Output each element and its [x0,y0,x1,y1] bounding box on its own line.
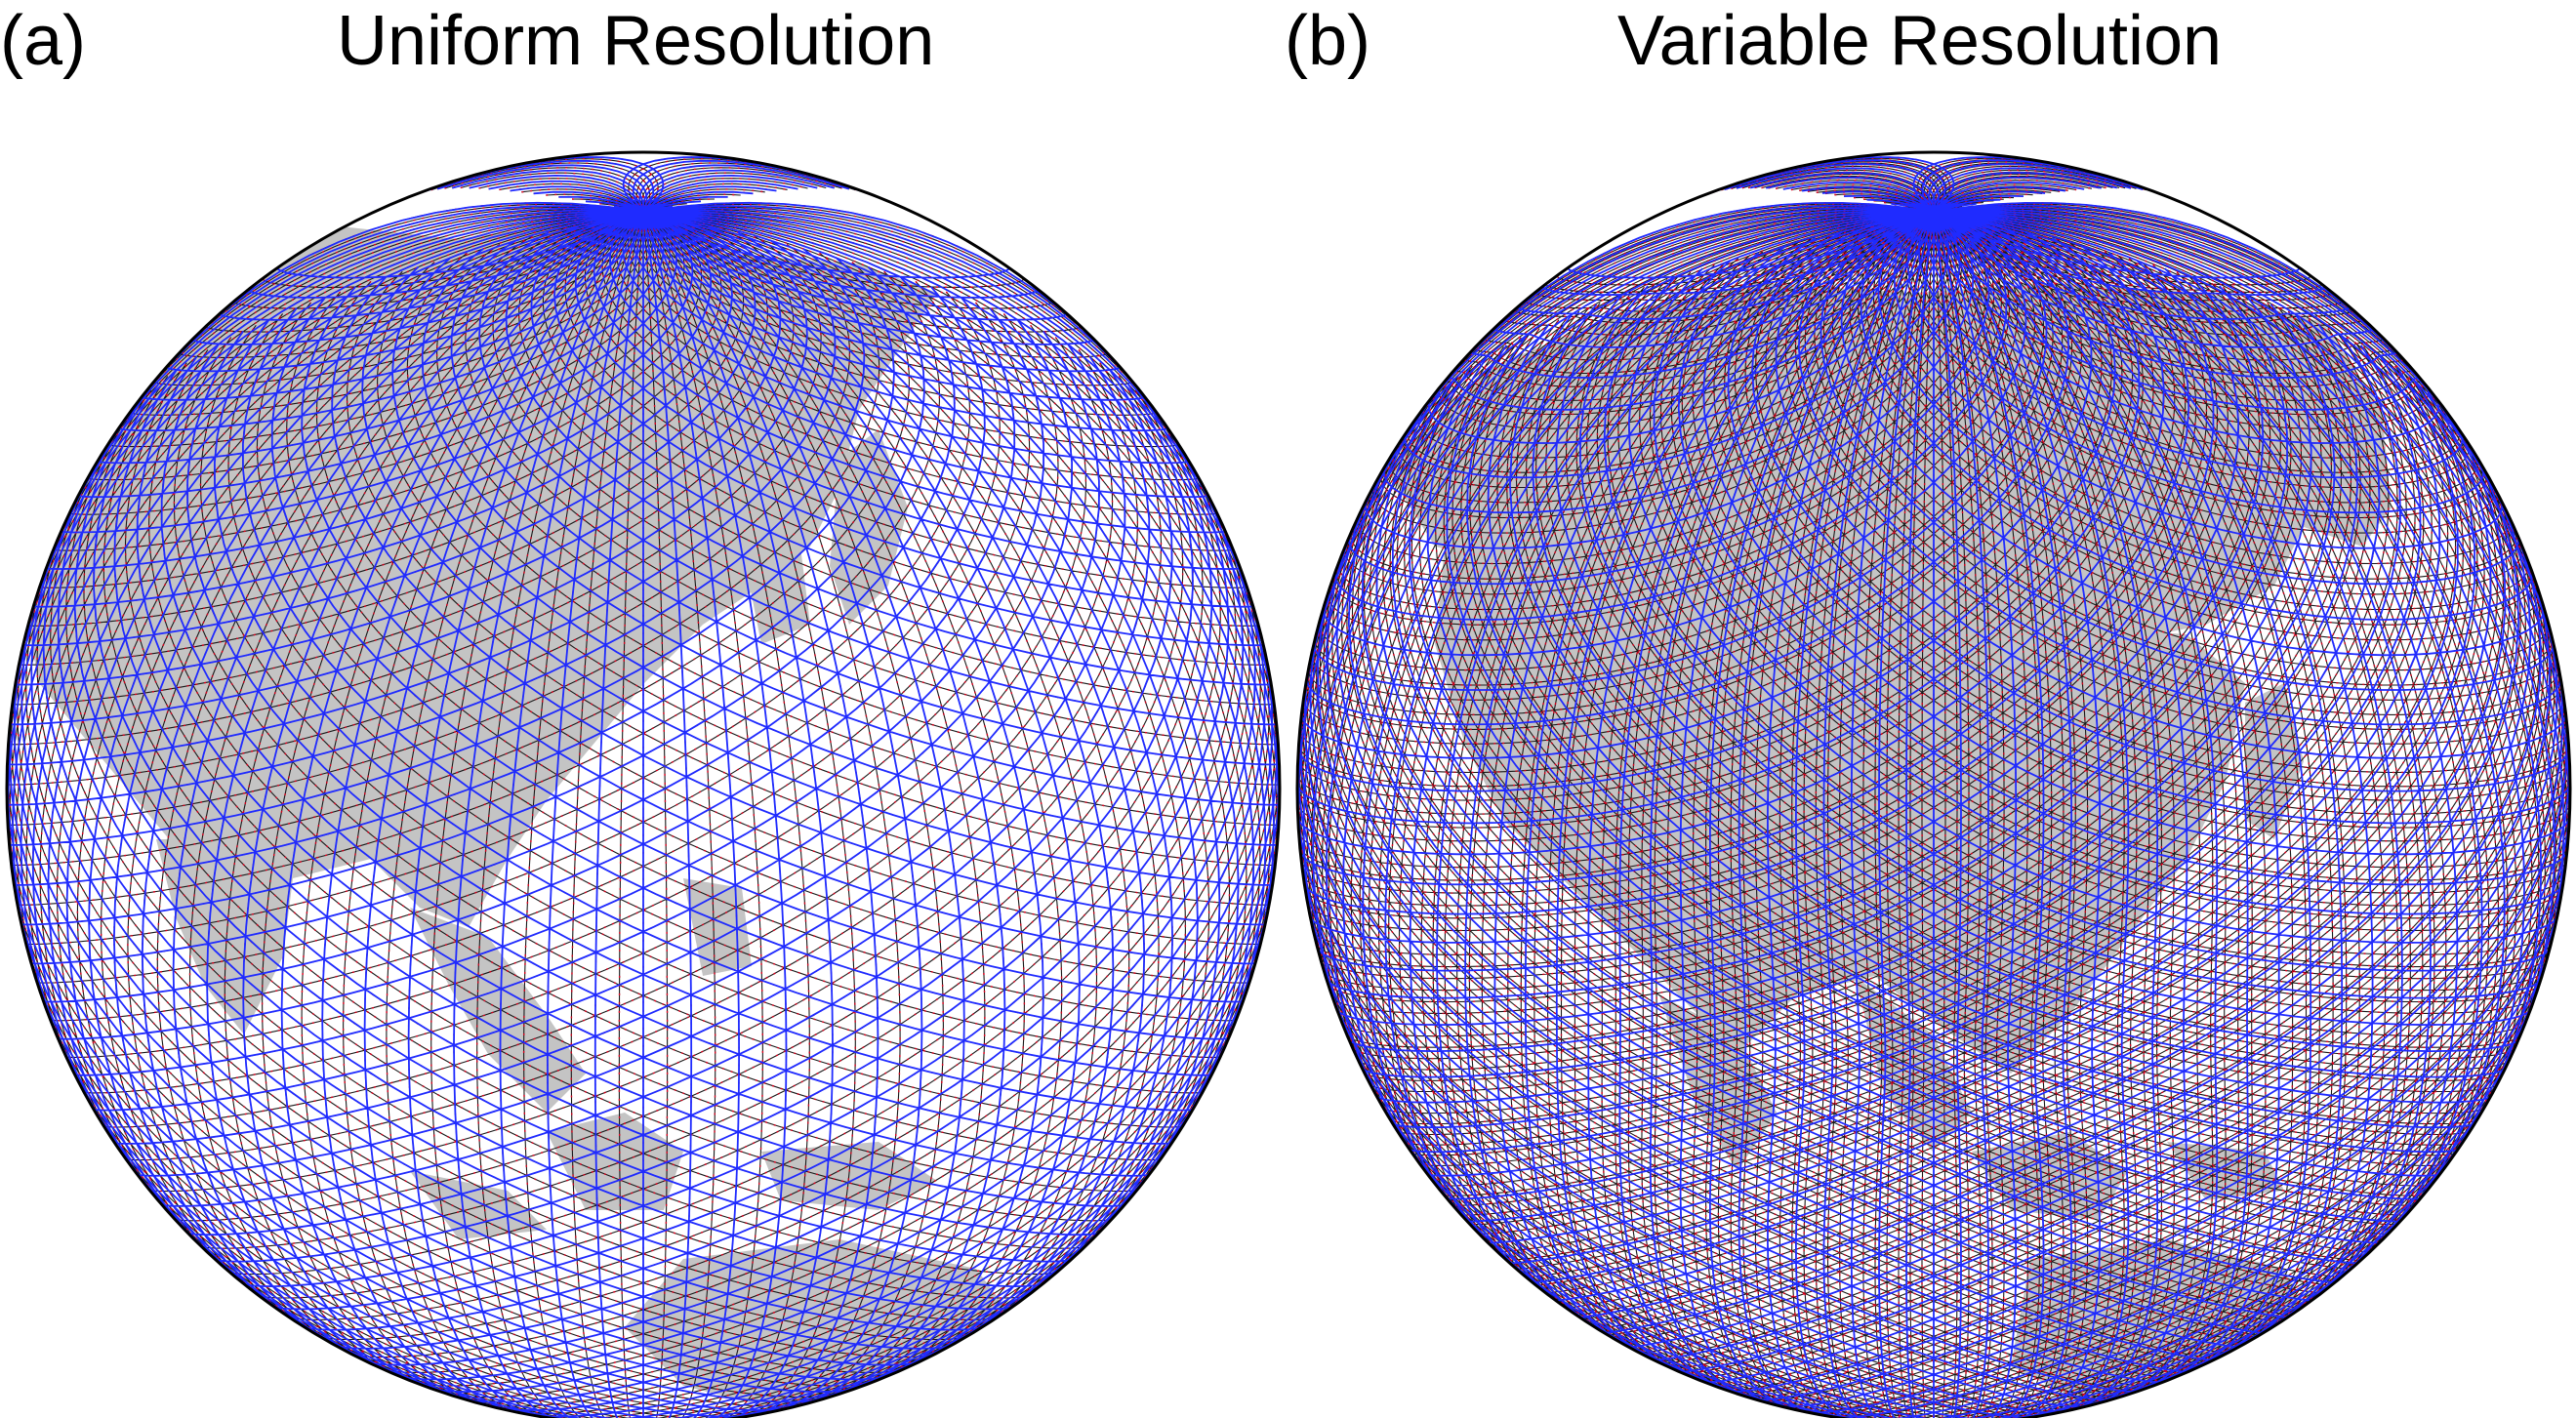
panel-a-label: (a) [0,2,86,80]
globe-a-outline [5,150,1282,1418]
globe-b-mesh [1297,156,2570,1418]
panel-b-label: (b) [1285,2,1370,80]
globe-a-mesh [7,156,1280,1418]
uniform-resolution-globe [5,150,1282,1418]
globe-b-outline [1295,150,2572,1418]
mesh-lines [1297,156,2570,1418]
panel-b-title: Variable Resolution [1617,2,2223,80]
panel-a-title: Uniform Resolution [337,2,935,80]
mesh-lines [7,156,1280,1418]
variable-resolution-globe [1295,150,2572,1418]
